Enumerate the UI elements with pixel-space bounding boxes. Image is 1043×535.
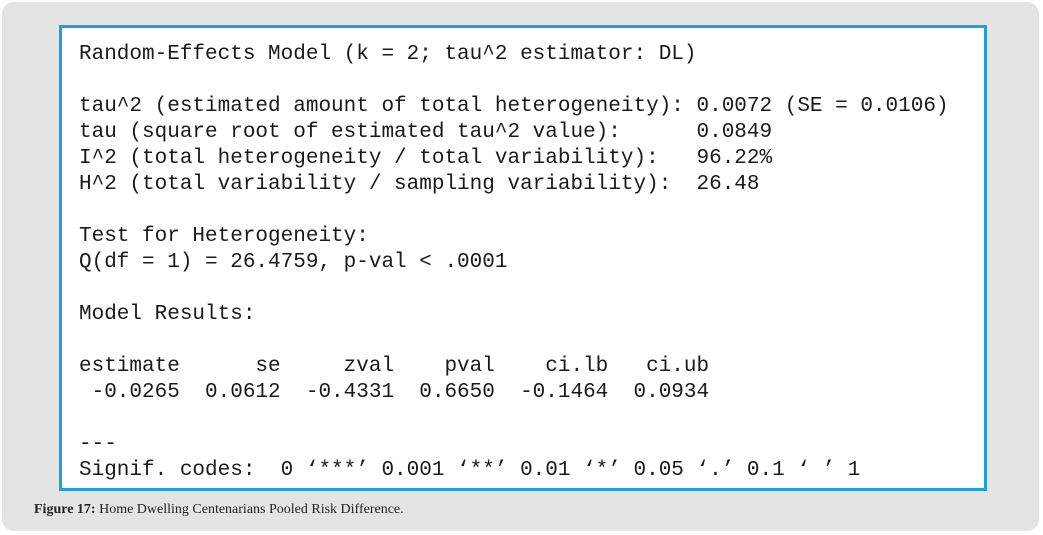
output-line: Test for Heterogeneity:	[79, 225, 369, 248]
output-line: Signif. codes: 0 ‘***’ 0.001 ‘**’ 0.01 ‘…	[79, 459, 861, 482]
console-panel: Random-Effects Model (k = 2; tau^2 estim…	[59, 25, 987, 491]
output-line: -0.0265 0.0612 -0.4331 0.6650 -0.1464 0.…	[79, 381, 710, 404]
output-line: Model Results:	[79, 303, 256, 326]
output-line: H^2 (total variability / sampling variab…	[79, 173, 760, 196]
output-block: estimate se zval pval ci.lb ci.ub -0.026…	[79, 354, 949, 406]
caption-label: Figure 17:	[34, 502, 96, 517]
output-block: Model Results:	[79, 302, 949, 328]
caption-text: Home Dwelling Centenarians Pooled Risk D…	[95, 502, 404, 517]
output-block: Random-Effects Model (k = 2; tau^2 estim…	[79, 42, 949, 68]
caption: Figure 17: Home Dwelling Centenarians Po…	[34, 502, 404, 518]
output-line: ---	[79, 433, 117, 456]
output-block: Test for Heterogeneity: Q(df = 1) = 26.47…	[79, 224, 949, 276]
output-line: estimate se zval pval ci.lb ci.ub	[79, 355, 710, 378]
output-block: tau^2 (estimated amount of total heterog…	[79, 94, 949, 198]
output-line: Q(df = 1) = 26.4759, p-val < .0001	[79, 251, 508, 274]
output-line: tau^2 (estimated amount of total heterog…	[79, 95, 949, 118]
output-line: tau (square root of estimated tau^2 valu…	[79, 121, 773, 144]
console-output: Random-Effects Model (k = 2; tau^2 estim…	[79, 42, 949, 484]
output-block: --- Signif. codes: 0 ‘***’ 0.001 ‘**’ 0.0…	[79, 432, 949, 484]
output-line: I^2 (total heterogeneity / total variabi…	[79, 147, 773, 170]
output-line: Random-Effects Model (k = 2; tau^2 estim…	[79, 43, 697, 66]
